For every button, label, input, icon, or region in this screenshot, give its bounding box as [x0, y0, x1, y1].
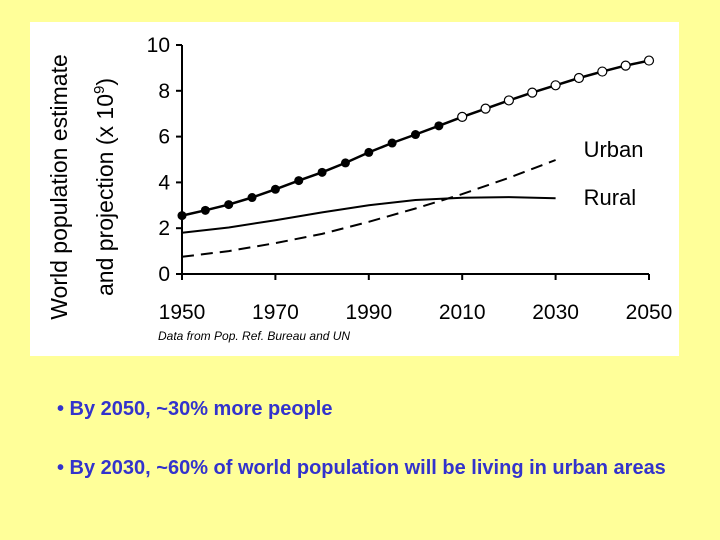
y-tick-label: 4: [158, 171, 170, 194]
projection-point: [550, 80, 561, 91]
estimate-point: [247, 193, 257, 203]
urban-label: Urban: [584, 137, 644, 162]
y-tick-label: 8: [158, 80, 170, 103]
x-tick-label: 1990: [345, 301, 392, 324]
estimate-point: [434, 121, 444, 131]
projection-point: [527, 87, 538, 98]
rural-line: [181, 196, 556, 234]
urban-line: [181, 159, 556, 258]
y-tick-label: 6: [158, 126, 170, 149]
chart-panel: World population estimate and projection…: [30, 22, 679, 356]
estimate-point: [294, 176, 304, 186]
estimate-point: [224, 200, 234, 210]
projection-point: [480, 103, 491, 114]
x-tick-label: 1950: [159, 301, 206, 324]
estimate-point: [387, 138, 397, 148]
y-tick-label: 10: [147, 34, 170, 57]
y-tick-label: 0: [158, 263, 170, 286]
y-axis-title-line1: World population estimate: [46, 54, 72, 320]
axes: 0 2 4 6 8 10 1950 1970 1990 2010 2030 2050: [147, 34, 673, 324]
projection-point: [573, 72, 585, 84]
estimate-point: [317, 167, 327, 177]
x-tick-label: 1970: [252, 301, 299, 324]
y-axis-title-close: ): [92, 78, 118, 86]
y-axis-title-line2-text: and projection (x 10: [92, 94, 118, 296]
estimate-point: [411, 130, 420, 140]
estimate-point: [200, 205, 210, 215]
x-tick-label: 2030: [532, 301, 579, 324]
population-chart: World population estimate and projection…: [46, 34, 673, 324]
series-lines: [181, 59, 650, 258]
source-note: Data from Pop. Ref. Bureau and UN: [158, 329, 351, 343]
x-tick-label: 2010: [439, 301, 486, 324]
projection-point: [503, 95, 514, 106]
estimate-point: [364, 147, 374, 157]
data-markers: [177, 55, 655, 221]
y-axis-title-line2: and projection (x 109): [91, 78, 118, 296]
projection-point: [643, 55, 655, 66]
bullet-urban-2030: • By 2030, ~60% of world population will…: [57, 457, 666, 479]
bullet-population-2050: • By 2050, ~30% more people: [57, 398, 333, 420]
estimate-point: [270, 184, 280, 194]
x-tick-label: 2050: [626, 301, 673, 324]
projection-point: [620, 60, 631, 71]
estimate-point: [177, 211, 187, 221]
y-tick-label: 2: [158, 217, 170, 240]
projection-point: [597, 66, 608, 77]
y-axis-title-exponent: 9: [91, 86, 108, 94]
projection-point: [457, 111, 468, 123]
estimate-point: [340, 158, 350, 168]
series-labels: Urban Rural: [584, 137, 644, 210]
rural-label: Rural: [584, 185, 637, 210]
